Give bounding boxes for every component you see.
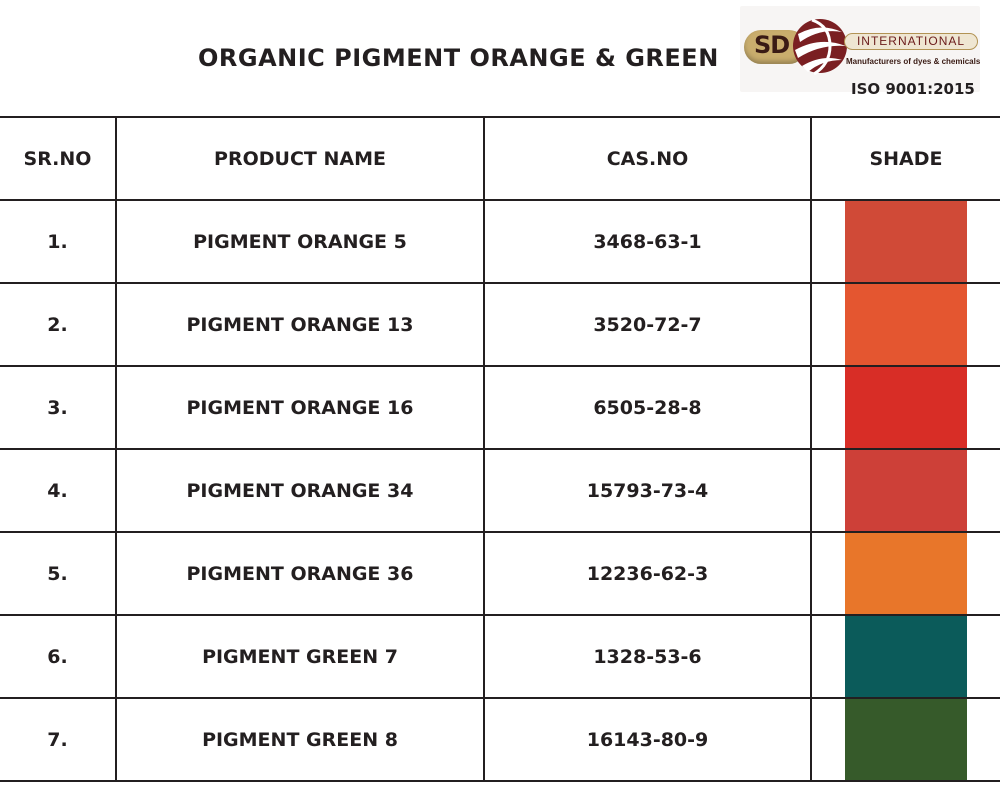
column-header-sr-no: SR.NO (0, 116, 117, 201)
product-name-cell: PIGMENT GREEN 8 (116, 698, 485, 782)
shade-swatch (845, 201, 967, 282)
column-header-product-name: PRODUCT NAME (116, 116, 485, 201)
company-logo: SD INTERNATIONAL Manufacturers of dyes &… (740, 6, 980, 98)
cas-no-cell: 6505-28-8 (484, 366, 812, 450)
column-header-shade: SHADE (811, 116, 1000, 201)
cas-no-cell: 16143-80-9 (484, 698, 812, 782)
sr-no-cell: 1. (0, 200, 117, 284)
shade-cell (811, 698, 1000, 782)
shade-cell (811, 283, 1000, 367)
cas-no-cell: 15793-73-4 (484, 449, 812, 533)
cas-no-cell: 12236-62-3 (484, 532, 812, 616)
sr-no-cell: 4. (0, 449, 117, 533)
column-header-cas-no: CAS.NO (484, 116, 812, 201)
product-name-cell: PIGMENT ORANGE 36 (116, 532, 485, 616)
shade-cell (811, 449, 1000, 533)
shade-swatch (845, 367, 967, 448)
product-name-cell: PIGMENT ORANGE 34 (116, 449, 485, 533)
pigment-table: SR.NO PRODUCT NAME CAS.NO SHADE 1. PIGME… (0, 116, 1000, 782)
product-name-cell: PIGMENT ORANGE 16 (116, 366, 485, 450)
logo-tagline: Manufacturers of dyes & chemicals (846, 57, 981, 66)
sr-no-cell: 3. (0, 366, 117, 450)
product-name-cell: PIGMENT ORANGE 5 (116, 200, 485, 284)
sr-no-cell: 5. (0, 532, 117, 616)
table-row: 5. PIGMENT ORANGE 36 12236-62-3 (0, 532, 1000, 616)
table-row: 3. PIGMENT ORANGE 16 6505-28-8 (0, 366, 1000, 450)
shade-cell (811, 366, 1000, 450)
cas-no-cell: 3468-63-1 (484, 200, 812, 284)
sr-no-cell: 6. (0, 615, 117, 699)
table-row: 4. PIGMENT ORANGE 34 15793-73-4 (0, 449, 1000, 533)
shade-cell (811, 200, 1000, 284)
shade-swatch (845, 533, 967, 614)
shade-swatch (845, 616, 967, 697)
page-title: ORGANIC PIGMENT ORANGE & GREEN (198, 44, 719, 72)
shade-swatch (845, 699, 967, 780)
table-row: 6. PIGMENT GREEN 7 1328-53-6 (0, 615, 1000, 699)
table-row: 1. PIGMENT ORANGE 5 3468-63-1 (0, 200, 1000, 284)
shade-swatch (845, 450, 967, 531)
sr-no-cell: 2. (0, 283, 117, 367)
table-header-row: SR.NO PRODUCT NAME CAS.NO SHADE (0, 116, 1000, 201)
iso-certification: ISO 9001:2015 (851, 80, 975, 98)
shade-cell (811, 615, 1000, 699)
cas-no-cell: 3520-72-7 (484, 283, 812, 367)
table-row: 2. PIGMENT ORANGE 13 3520-72-7 (0, 283, 1000, 367)
logo-mark: SD (754, 31, 790, 59)
sr-no-cell: 7. (0, 698, 117, 782)
logo-company-name: INTERNATIONAL (844, 33, 978, 50)
product-name-cell: PIGMENT GREEN 7 (116, 615, 485, 699)
shade-swatch (845, 284, 967, 365)
globe-icon (793, 18, 847, 76)
table-row: 7. PIGMENT GREEN 8 16143-80-9 (0, 698, 1000, 782)
product-name-cell: PIGMENT ORANGE 13 (116, 283, 485, 367)
cas-no-cell: 1328-53-6 (484, 615, 812, 699)
shade-cell (811, 532, 1000, 616)
